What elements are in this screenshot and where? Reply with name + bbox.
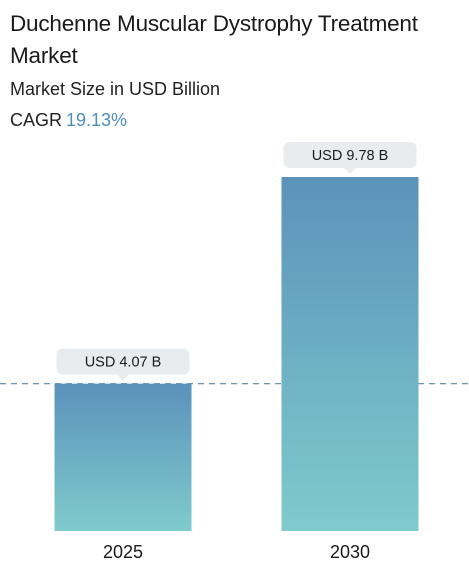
value-label-pointer	[117, 374, 129, 381]
cagr-value: 19.13%	[66, 110, 128, 130]
chart-subtitle: Market Size in USD Billion	[10, 79, 221, 99]
value-label-box	[56, 348, 190, 375]
value-label-2030: USD 9.78 B	[283, 142, 417, 174]
x-tick-label: 2030	[330, 542, 370, 562]
value-label-text: USD 4.07 B	[85, 355, 162, 371]
chart-title: Duchenne Muscular Dystrophy Treatment Ma…	[10, 11, 418, 68]
cagr-line: CAGR 19.13%	[10, 109, 127, 131]
x-tick-label: 2025	[103, 542, 143, 562]
value-label-text: USD 9.78 B	[312, 148, 389, 164]
value-label-box	[283, 142, 417, 168]
cagr-label: CAGR	[10, 110, 63, 130]
value-label-2025: USD 4.07 B	[56, 348, 190, 381]
value-label-pointer	[344, 168, 356, 174]
bar-2025	[54, 383, 192, 531]
bar-2030	[281, 177, 419, 531]
